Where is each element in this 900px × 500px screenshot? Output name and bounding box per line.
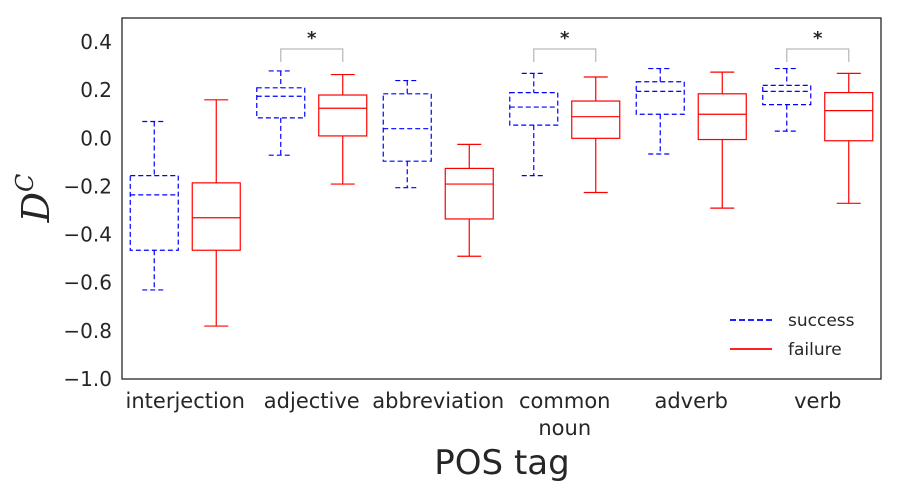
y-tick-label: −0.8 [63, 319, 112, 343]
y-tick-label: −1.0 [63, 367, 112, 391]
significance-bracket-3: * [533, 28, 597, 62]
plot-area-frame [121, 17, 882, 380]
x-tick-label: adverb [654, 389, 728, 413]
box-iqr-failure [697, 93, 747, 141]
x-tick-label: interjection [126, 389, 245, 413]
box-success-5 [762, 67, 812, 132]
y-axis-label: DC [11, 174, 58, 224]
box-success-4 [635, 67, 685, 155]
y-axis-ticks: 0.4 0.2 0.0 −0.2 −0.4 −0.6 −0.8 −1.0 [63, 30, 112, 391]
y-tick-label: −0.4 [63, 223, 112, 247]
box-iqr-success [382, 93, 432, 162]
significance-bracket-5: * [786, 28, 850, 62]
y-axis-label-superscript: C [11, 174, 39, 192]
significance-star: * [307, 28, 317, 49]
box-iqr-failure [444, 167, 494, 220]
y-tick-label: −0.2 [63, 174, 112, 198]
y-axis-label-group: DC [11, 174, 58, 224]
y-tick-label: 0.4 [80, 30, 112, 54]
significance-bracket-line [280, 48, 344, 62]
box-success-3 [509, 72, 559, 177]
x-tick-label: adjective [264, 389, 360, 413]
legend-label-success: success [788, 311, 855, 331]
legend: success failure [730, 311, 855, 360]
box-iqr-failure [191, 182, 241, 251]
box-success-2 [382, 79, 432, 189]
x-tick-label: verb [794, 389, 841, 413]
y-tick-label: 0.2 [80, 78, 112, 102]
box-failure-4 [697, 71, 747, 209]
box-iqr-success [129, 175, 179, 251]
x-axis-ticks: interjection adjective abbreviation common n… [126, 389, 842, 440]
significance-bracket-line [533, 48, 597, 62]
y-axis-label-main: D [14, 192, 58, 223]
box-iqr-success [635, 81, 685, 115]
box-iqr-failure [571, 100, 621, 139]
significance-bracket-1: * [280, 28, 344, 62]
box-iqr-success [509, 92, 559, 126]
box-failure-3 [571, 76, 621, 194]
box-failure-5 [824, 72, 874, 204]
x-tick-label: common [519, 389, 610, 413]
box-failure-0 [191, 99, 241, 327]
significance-bracket-line [786, 48, 850, 62]
plot-marks: * * * [129, 28, 874, 327]
box-iqr-failure [824, 92, 874, 142]
x-tick-label: noun [538, 416, 591, 440]
x-tick-label: abbreviation [372, 389, 504, 413]
box-failure-2 [444, 143, 494, 257]
y-tick-label: 0.0 [80, 126, 112, 150]
legend-label-failure: failure [788, 340, 842, 360]
box-iqr-success [256, 87, 306, 119]
box-iqr-success [762, 84, 812, 106]
y-tick-label: −0.6 [63, 271, 112, 295]
x-axis-label: POS tag [434, 443, 569, 483]
box-iqr-failure [318, 94, 368, 137]
box-success-1 [256, 70, 306, 156]
box-success-0 [129, 120, 179, 291]
significance-star: * [813, 28, 823, 49]
significance-star: * [560, 28, 570, 49]
box-failure-1 [318, 73, 368, 185]
